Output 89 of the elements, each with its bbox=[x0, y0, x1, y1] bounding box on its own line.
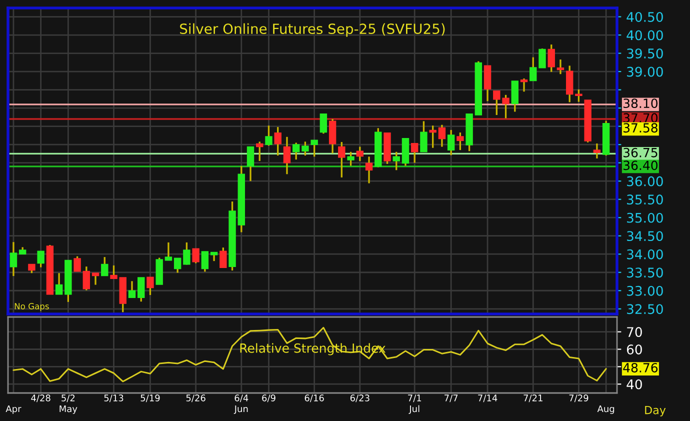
candlestick bbox=[484, 64, 492, 102]
x-tick-label: 7/1 Jul bbox=[408, 394, 422, 414]
candlestick bbox=[128, 280, 136, 298]
y-tick-label: 34.50 bbox=[627, 231, 663, 242]
candlestick bbox=[420, 120, 428, 153]
ref-line-label: 36.75 bbox=[624, 148, 658, 158]
candlestick bbox=[265, 124, 272, 146]
y-tick-label: 35.00 bbox=[627, 212, 663, 223]
y-tick-label: 40.50 bbox=[626, 12, 663, 22]
candlestick bbox=[530, 56, 537, 82]
candlestick bbox=[110, 264, 118, 280]
x-tick-label: 4/28 bbox=[31, 394, 50, 402]
candlestick bbox=[292, 142, 300, 160]
y-tick-label: 36.00 bbox=[627, 176, 663, 186]
candlestick bbox=[410, 142, 418, 164]
candlestick bbox=[392, 151, 400, 171]
x-tick-label: 7/7 bbox=[444, 394, 458, 402]
y-tick-label: 70 bbox=[627, 327, 642, 338]
candlestick bbox=[37, 250, 44, 268]
candlestick bbox=[320, 113, 328, 134]
y-tick-label: 35.50 bbox=[627, 194, 663, 205]
candlestick bbox=[137, 276, 145, 302]
candlestick bbox=[55, 272, 63, 296]
text: 37.58 bbox=[624, 123, 658, 133]
candlestick bbox=[356, 146, 364, 162]
candlestick bbox=[256, 140, 264, 162]
text: Silver Online Futures Sep-25 (SVFU25) bbox=[180, 23, 445, 37]
candlestick bbox=[302, 140, 309, 156]
candlestick bbox=[220, 246, 227, 268]
ref-line-label: 37.70 bbox=[624, 113, 658, 123]
x-tick-label: Aug bbox=[597, 405, 614, 414]
x-tick-label: 6/4 Jun bbox=[234, 394, 248, 414]
line-series bbox=[12, 326, 607, 382]
candlestick bbox=[456, 132, 464, 151]
candlestick bbox=[593, 142, 601, 160]
x-tick-label: 5/2 May bbox=[60, 394, 78, 414]
x-tick-label: 7/29 bbox=[569, 394, 588, 402]
candlestick bbox=[201, 250, 209, 272]
candlestick bbox=[82, 266, 90, 292]
x-tick-label: 6/23 bbox=[350, 394, 370, 402]
y-tick-label: 34.00 bbox=[627, 249, 663, 260]
candlestick bbox=[538, 48, 546, 69]
candlestick bbox=[438, 124, 446, 148]
candlestick bbox=[274, 126, 282, 156]
ref-line-label: 38.10 bbox=[624, 98, 658, 108]
x-tick-label: 7/14 bbox=[478, 394, 498, 402]
candlestick bbox=[548, 44, 555, 73]
y-tick-label: 40 bbox=[626, 379, 642, 390]
y-tick-label: 39.50 bbox=[627, 48, 663, 58]
candlestick bbox=[511, 80, 519, 113]
candlestick bbox=[246, 146, 254, 182]
text: 48.76 bbox=[623, 363, 658, 372]
x-tick-label: 5/19 bbox=[140, 394, 160, 402]
y-tick-label: 33.00 bbox=[627, 286, 663, 296]
x-tick-label: 5/26 bbox=[186, 394, 206, 402]
y-tick-label: 33.50 bbox=[627, 268, 663, 278]
candlestick bbox=[283, 136, 291, 175]
y-tick-label: 40.00 bbox=[626, 30, 663, 40]
candlestick bbox=[310, 139, 318, 158]
annotation: No Gaps bbox=[14, 303, 49, 311]
candlestick bbox=[520, 78, 528, 92]
ref-line-label: 36.40 bbox=[624, 160, 658, 170]
candlestick bbox=[183, 242, 190, 266]
x-tick-label: Apr bbox=[6, 405, 22, 414]
candlestick bbox=[192, 248, 200, 264]
candlestick bbox=[10, 241, 18, 277]
candlestick bbox=[164, 242, 172, 262]
candlestick bbox=[328, 118, 336, 154]
y-tick-label: 32.50 bbox=[627, 304, 663, 314]
candlestick bbox=[338, 141, 346, 178]
candlestick bbox=[74, 255, 81, 272]
y-tick-label: 60 bbox=[626, 344, 642, 354]
candlestick bbox=[174, 257, 182, 274]
candlestick bbox=[146, 276, 154, 296]
candlestick bbox=[365, 156, 373, 184]
candlestick bbox=[556, 58, 564, 75]
candlestick bbox=[101, 256, 108, 276]
candlestick bbox=[429, 124, 436, 149]
y-tick-label: 39.00 bbox=[627, 66, 663, 77]
x-tick-label: 5/13 bbox=[104, 394, 124, 402]
x-tick-label: 7/21 bbox=[524, 394, 542, 402]
candlestick bbox=[447, 129, 455, 156]
candlestick bbox=[92, 272, 100, 286]
x-tick-label: 6/16 bbox=[304, 394, 324, 402]
text: Day bbox=[645, 406, 666, 416]
candlestick bbox=[575, 88, 582, 103]
candlestick bbox=[347, 151, 354, 167]
x-tick-label: 6/9 bbox=[262, 394, 276, 402]
candlestick bbox=[566, 64, 574, 104]
